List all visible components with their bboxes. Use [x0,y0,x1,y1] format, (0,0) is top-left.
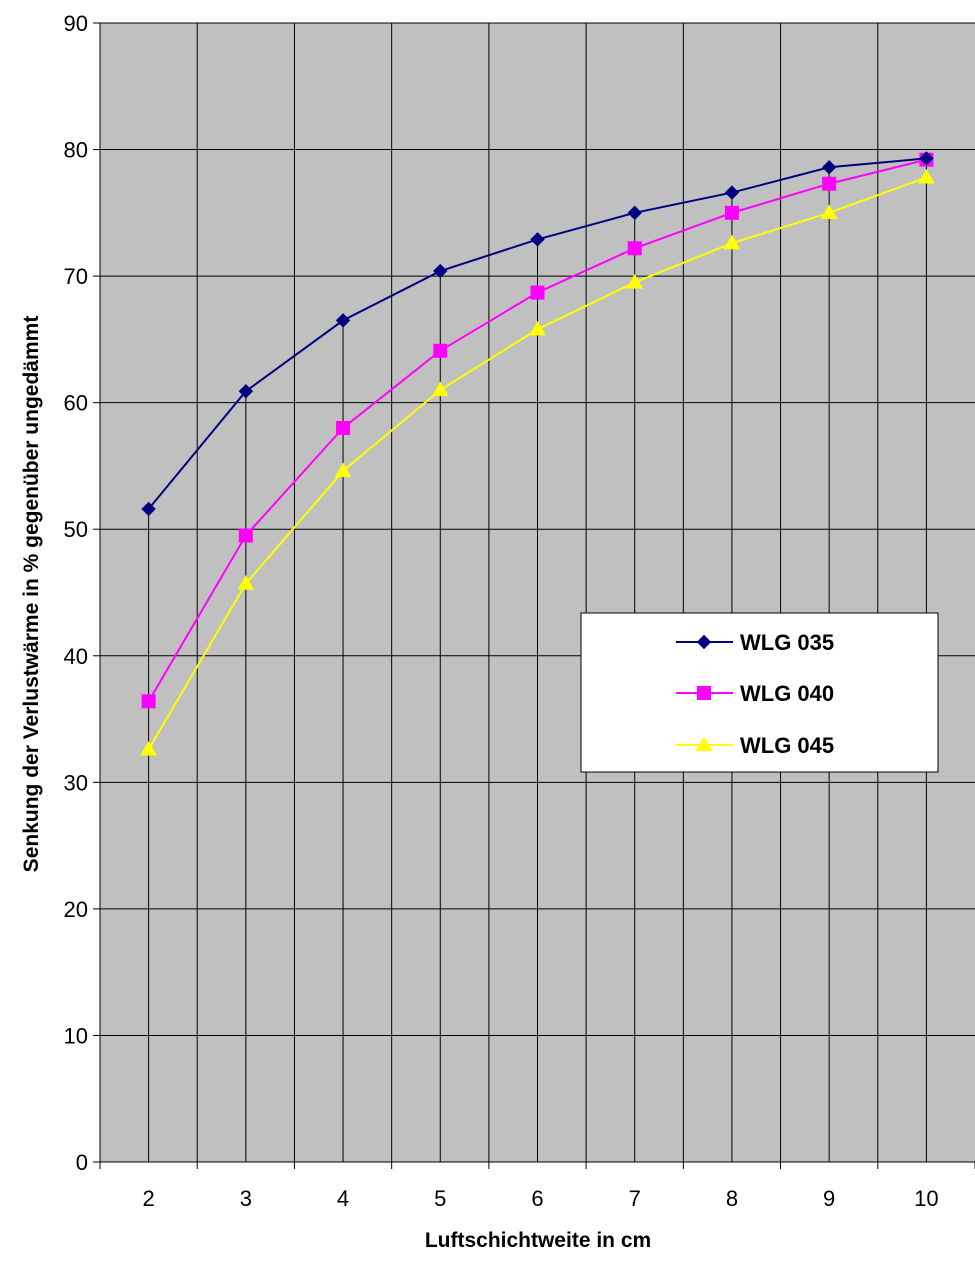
legend-marker [695,736,713,752]
data-point [627,241,642,256]
y-tick-label: 20 [64,897,88,922]
data-point [238,528,253,543]
data-point [334,462,352,478]
data-point [723,234,741,250]
x-tick-label: 7 [629,1186,641,1211]
y-axis-title: Senkung der Verlustwärme in % gegenüber … [20,316,43,873]
data-point [821,160,837,175]
legend-item: WLG 035 [676,630,834,655]
series-wlg-035 [141,151,934,517]
data-point [141,694,156,709]
data-point [626,273,644,289]
legend-item: WLG 045 [676,733,834,758]
y-tick-label: 0 [76,1150,88,1175]
data-point [238,384,254,399]
y-tick-label: 10 [64,1023,88,1048]
y-tick-label: 80 [64,138,88,163]
data-point [529,320,546,336]
y-tick-label: 40 [64,644,88,669]
y-tick-label: 70 [64,264,88,289]
x-tick-label: 3 [240,1186,252,1211]
legend-marker [697,686,711,700]
series-wlg-045 [140,168,935,756]
data-point [820,204,838,219]
data-point [919,151,934,166]
x-tick-label: 6 [531,1186,543,1211]
x-axis-title: Luftschichtweite in cm [425,1229,651,1252]
x-tick-label: 4 [337,1186,349,1211]
data-point [237,575,255,590]
legend-box [580,612,939,773]
data-point [530,232,545,247]
x-tick-label: 8 [726,1186,738,1211]
data-point [627,205,642,221]
y-tick-label: 30 [64,770,88,795]
x-tick-label: 5 [434,1186,446,1211]
y-tick-label: 60 [64,391,88,416]
data-point [336,420,351,435]
legend-item: WLG 040 [676,681,834,706]
legend: WLG 035 WLG 040 WLG 045 [580,612,939,773]
data-point [140,740,157,756]
y-tick-label: 50 [64,517,88,542]
legend-marker [696,634,712,650]
data-point [433,263,448,279]
data-point [530,285,545,300]
x-tick-label: 2 [142,1186,154,1211]
data-point [335,313,351,328]
data-point [918,168,935,184]
data-point [141,501,156,517]
data-point [431,381,449,397]
x-tick-label: 10 [914,1186,938,1211]
legend-label: WLG 040 [740,681,834,706]
data-point [433,343,448,358]
x-tick-label: 9 [823,1186,835,1211]
legend-label: WLG 045 [740,733,834,758]
y-tick-label: 90 [64,11,88,36]
data-point [822,176,837,191]
data-point [724,205,739,220]
legend-label: WLG 035 [740,630,834,655]
data-point [724,185,740,200]
